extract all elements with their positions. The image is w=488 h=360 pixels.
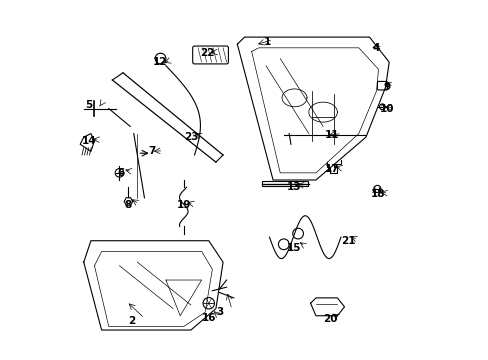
Text: 1: 1: [264, 37, 271, 48]
Text: 2: 2: [128, 316, 135, 326]
Text: 22: 22: [199, 48, 214, 58]
Text: 3: 3: [215, 307, 223, 317]
Text: 11: 11: [324, 130, 339, 140]
Text: 15: 15: [286, 243, 301, 253]
Text: 18: 18: [370, 189, 385, 199]
Text: 10: 10: [379, 104, 394, 113]
Text: 4: 4: [372, 43, 380, 53]
Text: 14: 14: [81, 136, 96, 146]
Text: 20: 20: [322, 314, 337, 324]
Text: 23: 23: [183, 132, 198, 142]
Text: 21: 21: [340, 236, 355, 246]
Text: 17: 17: [324, 164, 339, 174]
Text: 5: 5: [85, 100, 93, 110]
Text: 16: 16: [201, 312, 216, 323]
Text: 9: 9: [383, 82, 390, 92]
Text: 7: 7: [148, 147, 155, 157]
Text: 12: 12: [153, 57, 167, 67]
Text: 8: 8: [124, 200, 132, 210]
Text: 19: 19: [176, 200, 191, 210]
Text: 13: 13: [286, 182, 301, 192]
Text: 6: 6: [118, 168, 124, 178]
